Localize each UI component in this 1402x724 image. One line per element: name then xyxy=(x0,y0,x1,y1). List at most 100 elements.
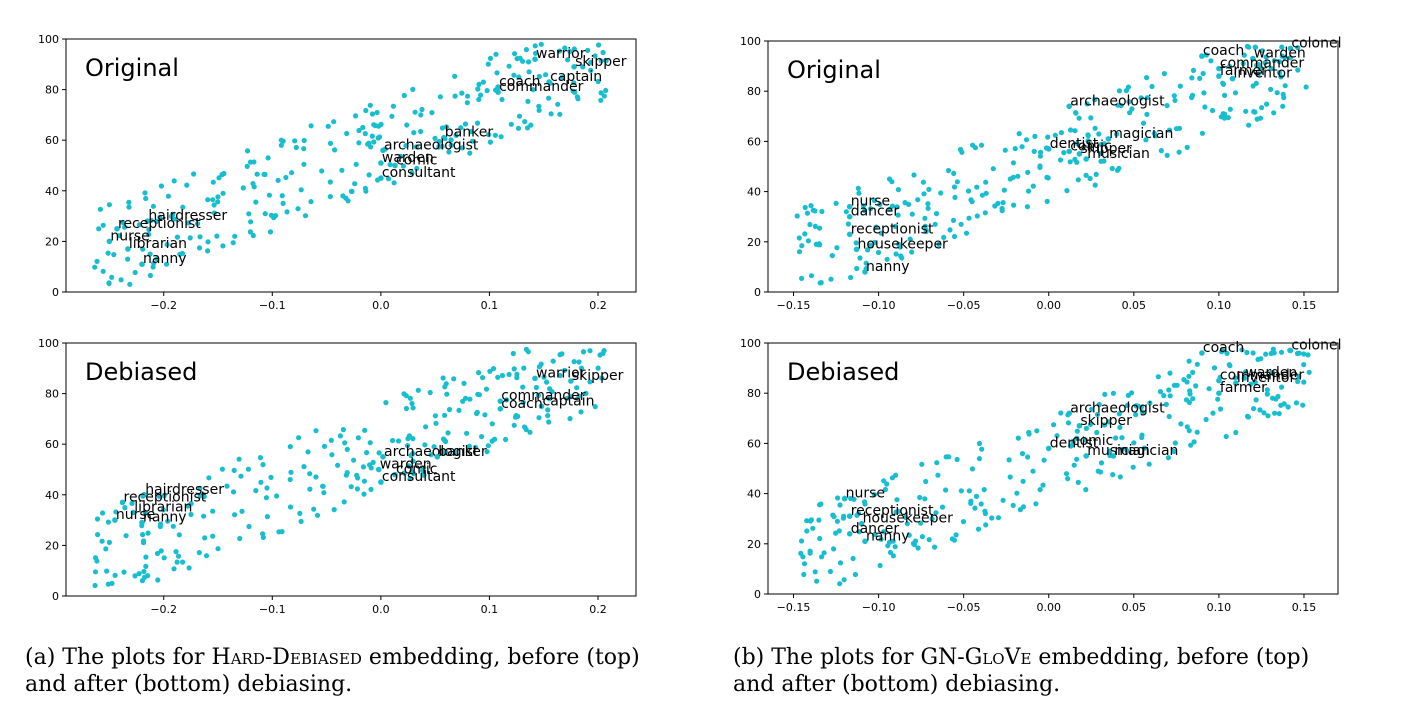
x-tick-label: 0.2 xyxy=(589,603,607,616)
scatter-point xyxy=(915,545,921,551)
scatter-point xyxy=(526,69,532,75)
scatter-point xyxy=(533,384,540,391)
scatter-point xyxy=(343,195,349,201)
point-label: receptionist xyxy=(851,221,934,237)
point-label: archaeologist xyxy=(384,137,479,153)
scatter-point xyxy=(1161,393,1167,399)
y-tick-label: 0 xyxy=(52,590,59,603)
scatter-point xyxy=(452,449,458,455)
scatter-point xyxy=(1097,469,1104,475)
scatter-point xyxy=(911,172,917,178)
scatter-point xyxy=(882,486,888,493)
scatter-point xyxy=(301,464,307,470)
x-tick-label: −0.05 xyxy=(947,601,981,614)
scatter-point xyxy=(188,511,194,518)
scatter-point xyxy=(1052,132,1058,138)
scatter-point xyxy=(362,131,368,137)
scatter-point xyxy=(1067,159,1073,165)
scatter-point xyxy=(1188,442,1194,448)
labeled-point xyxy=(846,231,853,238)
scatter-point xyxy=(1186,373,1192,379)
labeled-point xyxy=(497,398,504,404)
scatter-point xyxy=(933,211,940,217)
scatter-point xyxy=(543,72,549,78)
scatter-point xyxy=(157,214,163,220)
scatter-point xyxy=(1076,115,1082,121)
scatter-point xyxy=(548,111,554,117)
labeled-point xyxy=(858,520,865,527)
point-label: hairdresser xyxy=(148,208,227,224)
scatter-point xyxy=(796,249,803,255)
scatter-point xyxy=(1301,351,1307,357)
scatter-point xyxy=(319,168,325,174)
point-label: hairdresser xyxy=(145,482,224,498)
scatter-point xyxy=(1263,54,1269,60)
scatter-point xyxy=(852,571,858,578)
scatter-point xyxy=(915,197,921,203)
scatter-point xyxy=(568,394,574,400)
scatter-point xyxy=(989,515,995,521)
scatter-point xyxy=(474,120,481,126)
scatter-point xyxy=(515,413,521,419)
scatter-point xyxy=(479,434,485,440)
scatter-point xyxy=(375,135,381,141)
scatter-point xyxy=(1243,108,1249,114)
scatter-point xyxy=(266,192,272,198)
scatter-point xyxy=(211,210,217,216)
scatter-point xyxy=(812,223,818,229)
scatter-point xyxy=(1110,472,1116,478)
scatter-point xyxy=(906,532,912,538)
scatter-point xyxy=(1270,346,1276,352)
scatter-point xyxy=(895,187,901,193)
scatter-point xyxy=(978,501,984,507)
point-label: nanny xyxy=(866,528,909,544)
scatter-point xyxy=(499,96,505,103)
scatter-point xyxy=(1139,409,1146,415)
scatter-point xyxy=(1287,55,1293,61)
scatter-point xyxy=(171,178,177,184)
scatter-point xyxy=(461,380,467,386)
scatter-point xyxy=(1037,163,1043,169)
scatter-point xyxy=(368,486,374,492)
scatter-point xyxy=(506,371,512,378)
point-label: archaeologist xyxy=(384,444,479,460)
labeled-point xyxy=(112,517,118,523)
scatter-point xyxy=(116,233,123,239)
scatter-point xyxy=(452,93,458,99)
scatter-point xyxy=(921,191,927,197)
scatter-point xyxy=(1220,347,1226,353)
scatter-point xyxy=(1186,399,1192,406)
scatter-point xyxy=(1211,365,1218,371)
scatter-point xyxy=(1133,403,1139,409)
scatter-point xyxy=(572,89,578,95)
scatter-point xyxy=(355,435,361,441)
scatter-point xyxy=(196,550,202,556)
labeled-point xyxy=(375,466,382,473)
labeled-point xyxy=(862,538,868,545)
scatter-point xyxy=(943,454,949,460)
scatter-point xyxy=(354,486,360,492)
scatter-point xyxy=(871,197,878,204)
scatter-point xyxy=(804,210,810,216)
scatter-point xyxy=(366,140,372,146)
scatter-point xyxy=(854,265,860,272)
scatter-point xyxy=(895,508,901,514)
scatter-point xyxy=(165,518,171,524)
scatter-point xyxy=(451,376,457,382)
labeled-point xyxy=(139,519,145,526)
scatter-point xyxy=(448,137,454,143)
point-label: consultant xyxy=(382,165,456,181)
scatter-point xyxy=(100,222,106,228)
scatter-point xyxy=(1144,95,1150,101)
scatter-point xyxy=(511,51,518,57)
scatter-point xyxy=(354,472,360,478)
scatter-point xyxy=(210,508,216,514)
scatter-point xyxy=(489,421,495,427)
scatter-point xyxy=(244,163,250,169)
scatter-point xyxy=(580,64,586,70)
labeled-point xyxy=(1287,347,1294,354)
scatter-point xyxy=(1250,350,1256,356)
scatter-point xyxy=(421,465,427,471)
labeled-point xyxy=(441,134,447,141)
